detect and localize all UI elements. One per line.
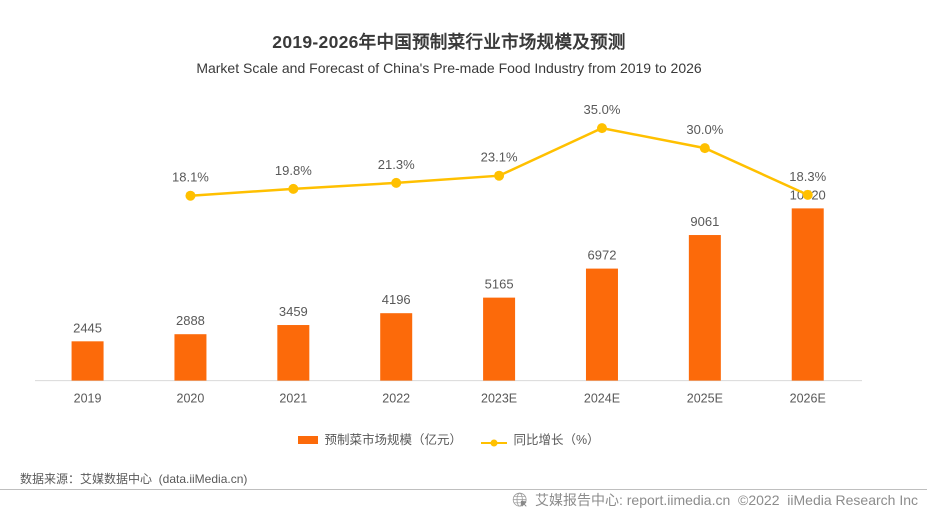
svg-text:35.0%: 35.0% [584, 102, 621, 117]
svg-text:2025E: 2025E [687, 392, 723, 406]
svg-text:2023E: 2023E [481, 392, 517, 406]
svg-text:2022: 2022 [382, 392, 410, 406]
svg-text:6972: 6972 [588, 248, 617, 263]
svg-text:2445: 2445 [73, 320, 102, 335]
svg-text:4196: 4196 [382, 292, 411, 307]
svg-text:23.1%: 23.1% [481, 150, 518, 165]
svg-text:2021: 2021 [279, 392, 307, 406]
svg-text:18.3%: 18.3% [789, 169, 826, 184]
svg-text:2020: 2020 [177, 392, 205, 406]
svg-text:19.8%: 19.8% [275, 163, 312, 178]
svg-text:2026E: 2026E [790, 392, 826, 406]
svg-text:2024E: 2024E [584, 392, 620, 406]
svg-text:9061: 9061 [690, 214, 719, 229]
svg-text:2888: 2888 [176, 313, 205, 328]
svg-text:5165: 5165 [485, 277, 514, 292]
svg-text:2019: 2019 [74, 392, 102, 406]
svg-text:18.1%: 18.1% [172, 170, 209, 185]
svg-text:30.0%: 30.0% [686, 122, 723, 137]
svg-text:21.3%: 21.3% [378, 157, 415, 172]
svg-text:3459: 3459 [279, 304, 308, 319]
